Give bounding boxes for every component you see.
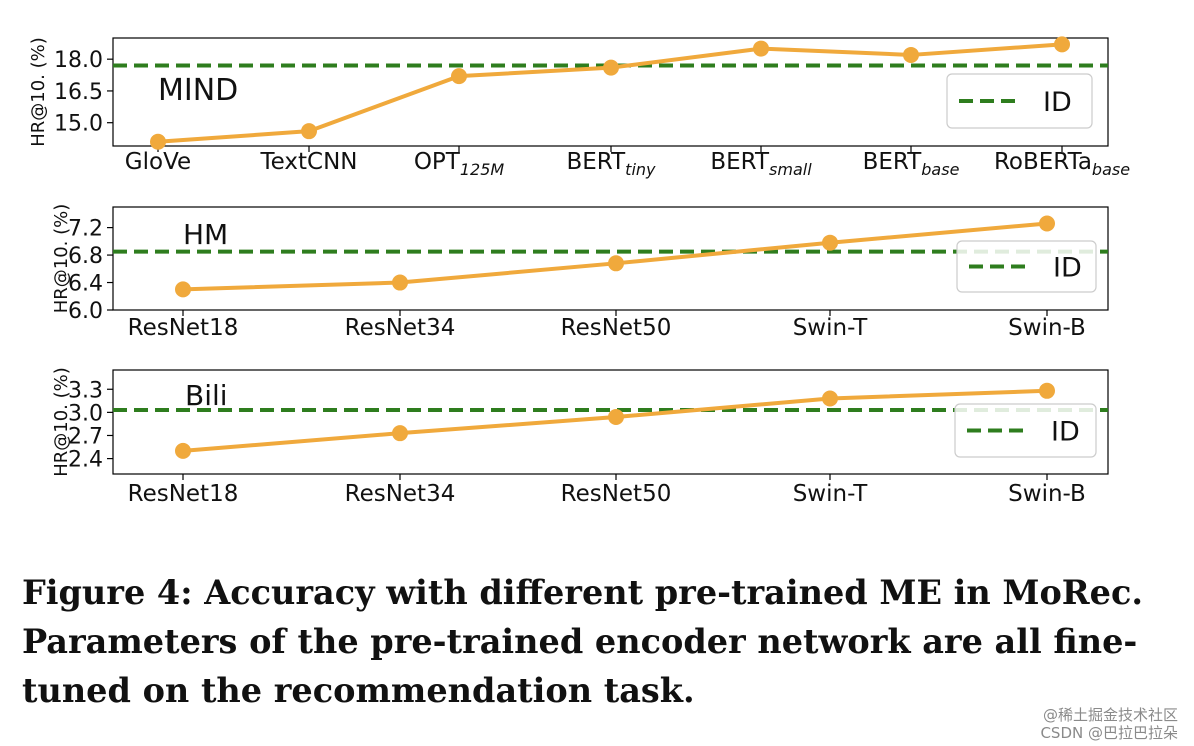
caption-line-2: Parameters of the pre-trained encoder ne… [22,622,1138,661]
legend-box [956,240,1097,293]
watermark-line-2: CSDN @巴拉巴拉朵 [1040,724,1178,742]
series-line [157,42,1063,144]
x-tick-label: Swin-B [1008,481,1086,507]
plot-frame [112,369,1109,475]
x-tick-label: ResNet50 [561,481,672,507]
data-point [301,123,317,140]
caption-line-1: Figure 4: Accuracy with different pre-tr… [22,573,1144,612]
y-tick-label: 7.2 [68,217,103,242]
data-point [175,281,191,298]
x-tick-label: ResNet18 [128,481,239,507]
x-tick-label: ResNet50 [561,315,672,341]
y-tick-label: 16.5 [54,80,103,105]
y-tick-label: 3.0 [68,401,103,426]
y-tick-label: 18.0 [54,48,103,73]
panel-label: MIND [158,73,238,108]
y-tick-label: 15.0 [54,112,103,137]
y-axis-label: HR@10. (%) [51,367,72,477]
y-axis-label: HR@10. (%) [51,204,72,314]
plot-frame [112,206,1109,311]
y-tick-label: 2.4 [68,448,103,473]
x-tick-label: BERTsmall [710,149,812,179]
y-tick-label: 3.3 [68,378,103,403]
y-axis-label: HR@10. (%) [28,37,49,147]
data-point [150,133,166,150]
figure-caption: Figure 4: Accuracy with different pre-tr… [22,568,1172,715]
chart-panel-mind: 15.0 16.5 18.0HR@10. (%) GloVe TextCNN OPT125… [28,36,1130,179]
x-tick-label: BERTbase [863,149,960,179]
data-point [1039,382,1055,399]
legend-label: ID [1051,417,1080,448]
data-point [451,68,467,85]
chart-panel-hm: 6.06.4 6.87.2HR@10. (%) ResNet18 ResNet34 Re… [51,204,1109,341]
data-point [1054,36,1070,53]
legend-box [954,403,1097,458]
x-tick-label: ResNet34 [345,315,456,341]
x-tick-label: Swin-T [793,481,869,507]
data-point [1039,215,1055,232]
x-tick-label: OPT125M [414,149,505,179]
x-tick-label: TextCNN [260,149,358,175]
y-tick-label: 6.4 [68,272,103,297]
data-point [175,442,191,459]
y-tick-label: 6.0 [68,299,103,324]
caption-line-3: tuned on the recommendation task. [22,671,695,710]
data-point [822,390,838,407]
data-point [603,59,619,76]
legend-label: ID [1043,87,1072,118]
watermark-line-1: @稀土掘金技术社区 [1042,706,1178,724]
figure: 15.016.518.0HR@10. (%)GloVe TextCNN OPT125… [28,36,1130,507]
data-point [903,46,919,63]
data-point [753,40,769,57]
panel-label: HM [183,218,228,251]
data-point [608,255,624,272]
x-tick-label: Swin-T [793,315,869,341]
data-point [392,425,408,442]
x-tick-label: ResNet34 [345,481,456,507]
chart-panel-bili: 2.42.73.03.3HR@10. (%) ResNet18 ResNet34 Re… [51,367,1109,507]
x-tick-label: RoBERTabase [994,149,1130,179]
legend-box [946,73,1093,129]
y-tick-label: 6.8 [68,244,103,269]
x-tick-label: Swin-B [1008,315,1086,341]
y-tick-label: 2.7 [68,424,103,449]
x-tick-label: ResNet18 [128,315,239,341]
x-tick-label: BERTtiny [567,149,657,179]
data-point [392,274,408,291]
data-point [608,408,624,425]
data-point [822,234,838,251]
panel-label: Bili [185,379,228,412]
legend-label: ID [1053,253,1082,284]
x-tick-label: GloVe [125,149,191,175]
